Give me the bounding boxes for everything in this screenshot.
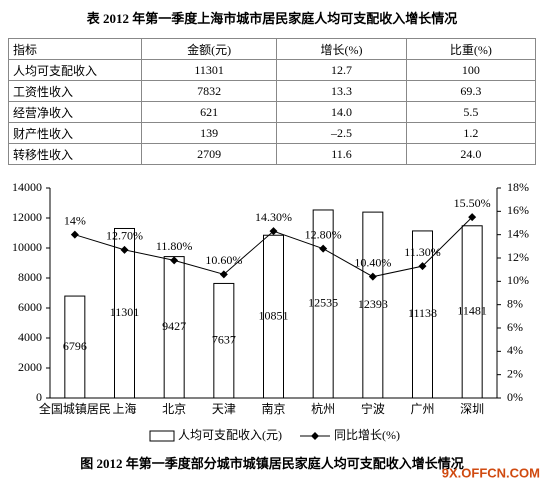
table-row: 指标 金额(元) 增长(%) 比重(%) <box>8 38 537 60</box>
bar <box>114 227 135 399</box>
line-value-label: 14% <box>64 213 86 227</box>
line-value-label: 11.80% <box>156 239 193 253</box>
bar <box>213 282 235 399</box>
line-value-label: 12.80% <box>305 227 342 241</box>
bar <box>461 225 483 399</box>
table-cell: 24.0 <box>405 143 537 165</box>
x-tick-label: 宁波 <box>361 401 385 416</box>
x-tick-label: 广州 <box>410 402 434 416</box>
line-value-label: 15.50% <box>454 196 491 210</box>
table-cell: 100 <box>405 59 537 81</box>
line-marker <box>368 272 377 281</box>
table-cell: 11301 <box>140 59 278 81</box>
line-value-label: 14.30% <box>255 210 292 224</box>
line-marker <box>468 213 477 222</box>
table-cell: 转移性收入 <box>8 143 142 165</box>
y2-tick-label: 18% <box>507 180 529 194</box>
table-cell: 工资性收入 <box>8 80 142 102</box>
y2-tick-label: 4% <box>507 343 523 357</box>
table-cell: 2709 <box>140 143 278 165</box>
bar-value-label: 9427 <box>162 319 186 333</box>
y2-tick-label: 8% <box>507 296 523 310</box>
line-value-label: 12.70% <box>106 229 143 243</box>
table-row: 财产性收入 139 –2.5 1.2 <box>8 122 537 144</box>
legend-label: 人均可支配收入(元) <box>178 428 282 442</box>
bar-value-label: 10851 <box>259 308 289 322</box>
watermark: 9X.OFFCN.COM <box>442 465 540 480</box>
bar-value-label: 6796 <box>63 339 87 353</box>
table-cell: 11.6 <box>276 143 407 165</box>
x-tick-label: 全国城镇居民 <box>39 401 111 416</box>
bar-value-label: 11138 <box>408 306 437 320</box>
x-tick-label: 杭州 <box>311 401 335 416</box>
y-tick-label: 6000 <box>18 300 42 314</box>
bar-value-label: 12535 <box>308 296 338 310</box>
table-row: 转移性收入 2709 11.6 24.0 <box>8 143 537 165</box>
line-marker <box>418 262 427 271</box>
x-tick-label: 南京 <box>261 401 285 416</box>
table-row: 工资性收入 7832 13.3 69.3 <box>8 80 537 102</box>
bar <box>64 295 86 399</box>
table-row: 经营净收入 621 14.0 5.5 <box>8 101 537 123</box>
table: 指标 金额(元) 增长(%) 比重(%) 人均可支配收入 11301 12.7 100 工资性收… <box>8 38 537 165</box>
y2-tick-label: 14% <box>507 226 529 240</box>
y2-tick-label: 10% <box>507 273 529 287</box>
x-tick-label: 上海 <box>112 401 136 416</box>
y2-tick-label: 6% <box>507 320 523 334</box>
table-title: 表 2012 年第一季度上海市城市居民家庭人均可支配收入增长情况 <box>86 11 458 26</box>
table-cell: 金额(元) <box>140 38 278 60</box>
bar <box>312 209 334 399</box>
y-tick-label: 4000 <box>18 330 42 344</box>
y-tick-label: 12000 <box>12 210 42 224</box>
y2-tick-label: 2% <box>507 366 523 380</box>
line-marker <box>269 227 278 236</box>
y-tick-label: 8000 <box>18 270 42 284</box>
line-marker <box>319 244 328 253</box>
line-value-label: 10.60% <box>205 253 242 267</box>
y2-tick-label: 12% <box>507 250 529 264</box>
y2-tick-label: 0% <box>507 390 523 404</box>
line-marker <box>70 230 79 239</box>
caption: 图 2012 年第一季度部分城市城镇居民家庭人均可支配收入增长情况 <box>80 456 464 471</box>
line-value-label: 11.30% <box>404 245 441 259</box>
y2-tick-label: 16% <box>507 203 529 217</box>
legend-swatch <box>311 432 319 440</box>
bar-value-label: 7637 <box>212 332 236 346</box>
bar <box>412 230 433 399</box>
line-marker <box>120 245 129 254</box>
x-tick-label: 北京 <box>162 402 186 416</box>
legend-swatch <box>149 430 175 442</box>
bar-value-label: 11481 <box>457 304 487 318</box>
bar-value-label: 11301 <box>110 305 140 319</box>
line-marker <box>219 270 228 279</box>
x-tick-label: 深圳 <box>460 402 484 416</box>
table-cell: 14.0 <box>276 101 407 123</box>
bar <box>263 234 284 399</box>
line-value-label: 10.40% <box>354 255 391 269</box>
bar-value-label: 12393 <box>358 297 388 311</box>
x-tick-label: 天津 <box>212 402 236 416</box>
y-tick-label: 14000 <box>12 180 42 194</box>
legend-label: 同比增长(%) <box>334 428 400 442</box>
y-tick-label: 2000 <box>18 360 42 374</box>
bar <box>362 211 384 399</box>
line-marker <box>170 256 179 265</box>
y-tick-label: 10000 <box>12 240 42 254</box>
y-tick-label: 0 <box>36 390 42 404</box>
